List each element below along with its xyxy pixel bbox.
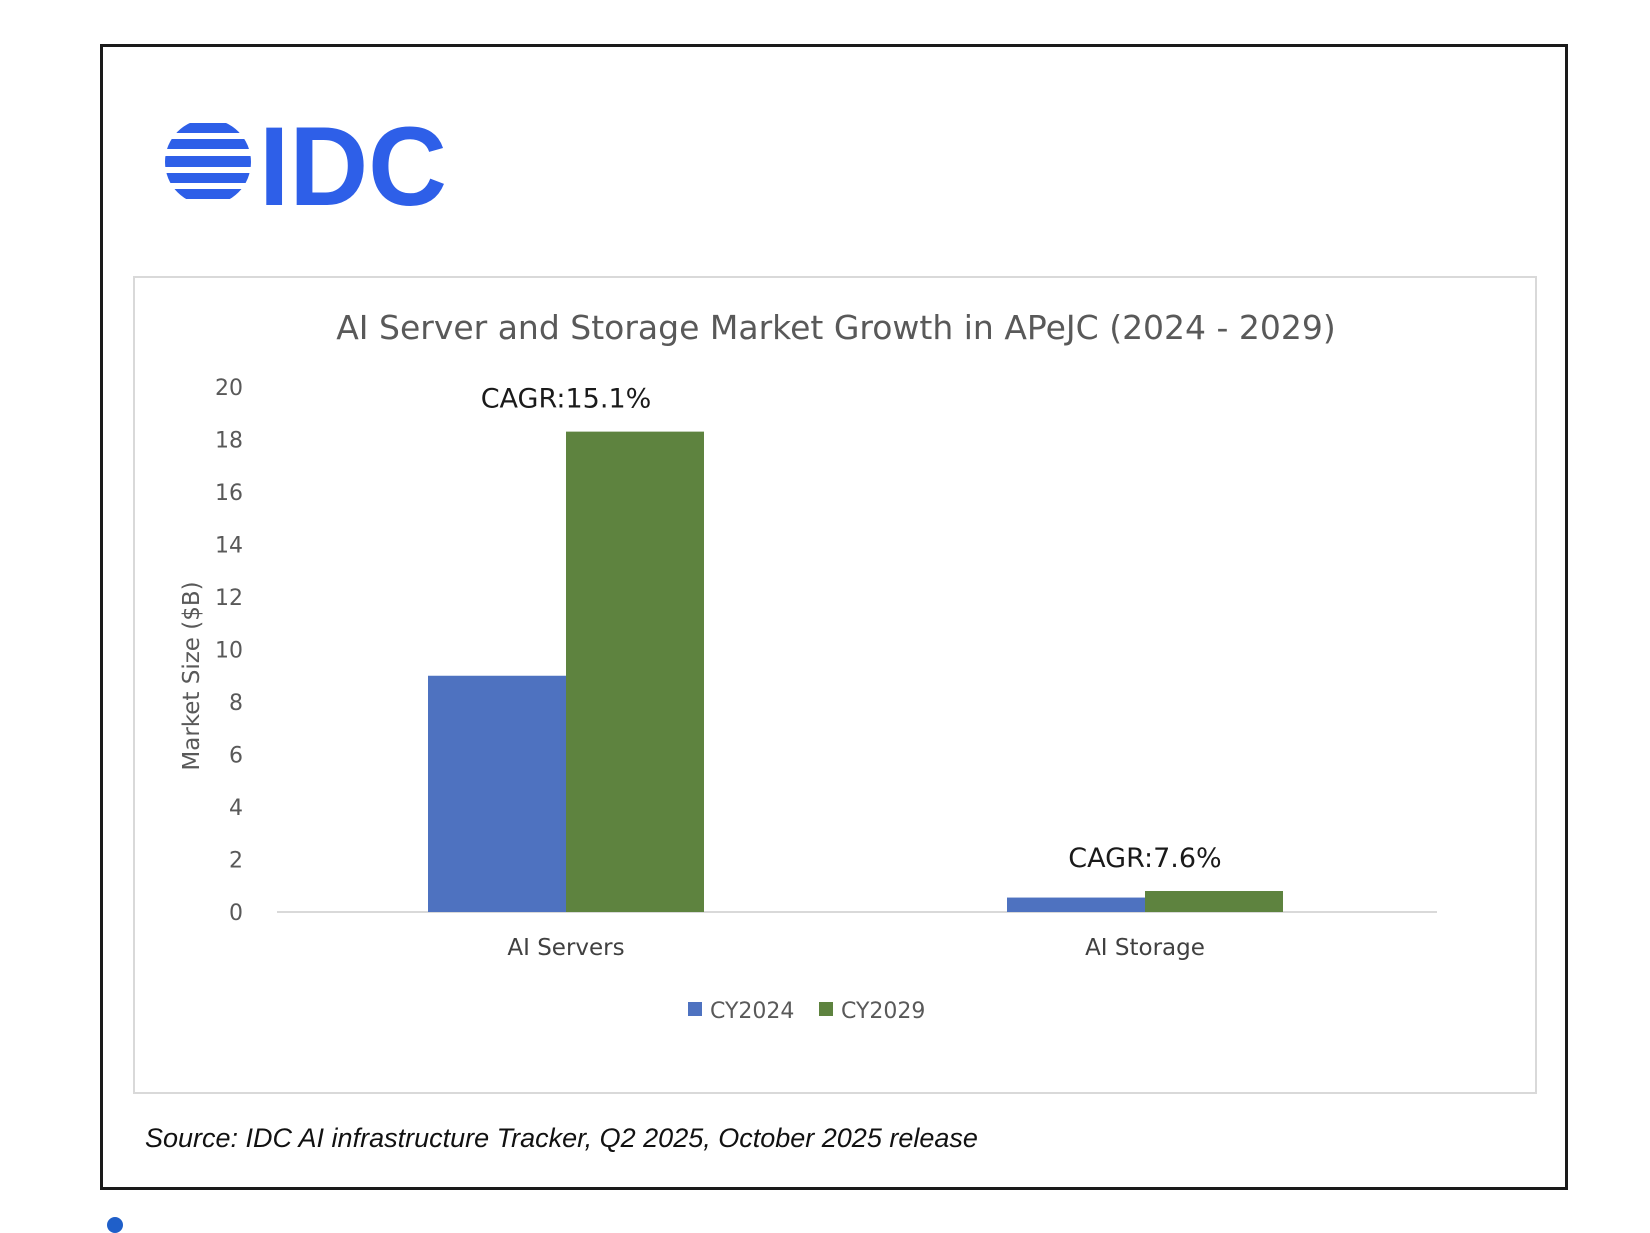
chart-title: AI Server and Storage Market Growth in A… <box>336 308 1336 347</box>
y-tick-label: 6 <box>229 744 243 769</box>
figure-frame: IDC AI Server and Storage Market Growth … <box>100 44 1568 1190</box>
y-tick-label: 10 <box>215 639 243 664</box>
idc-logo: IDC <box>163 104 473 229</box>
dot-icon <box>107 1217 123 1233</box>
chart-container: AI Server and Storage Market Growth in A… <box>133 276 1537 1094</box>
bar-ai-servers-cy2029 <box>566 431 704 912</box>
y-tick-label: 14 <box>215 534 243 559</box>
idc-logo-graphic: IDC <box>165 104 447 229</box>
source-note: Source: IDC AI infrastructure Tracker, Q… <box>145 1123 978 1153</box>
y-axis-ticks: 0 2 4 6 8 10 12 14 16 18 20 <box>215 376 243 926</box>
cagr-annotation: CAGR:15.1% <box>481 384 652 415</box>
x-category-label: AI Servers <box>507 935 624 961</box>
x-axis-categories: AI Servers AI Storage <box>507 935 1205 961</box>
y-tick-label: 0 <box>229 901 243 926</box>
legend: CY2024 CY2029 <box>688 999 925 1024</box>
x-category-label: AI Storage <box>1085 935 1205 961</box>
y-tick-label: 2 <box>229 849 243 874</box>
logo-wordmark: IDC <box>259 115 447 215</box>
legend-label-cy2024: CY2024 <box>710 999 794 1024</box>
legend-label-cy2029: CY2029 <box>841 999 925 1024</box>
bar-ai-storage-cy2024 <box>1007 897 1145 912</box>
y-tick-label: 4 <box>229 796 243 821</box>
bar-ai-servers-cy2024 <box>428 675 566 912</box>
legend-swatch-cy2024 <box>688 1002 702 1016</box>
globe-icon <box>165 123 251 199</box>
y-tick-label: 16 <box>215 481 243 506</box>
y-tick-label: 12 <box>215 586 243 611</box>
bar-ai-storage-cy2029 <box>1145 891 1283 912</box>
bars-group <box>428 431 1283 912</box>
y-tick-label: 18 <box>215 429 243 454</box>
cagr-annotation: CAGR:7.6% <box>1068 843 1221 874</box>
legend-swatch-cy2029 <box>819 1002 833 1016</box>
y-tick-label: 20 <box>215 376 243 401</box>
y-axis-label: Market Size ($B) <box>179 581 205 770</box>
y-tick-label: 8 <box>229 691 243 716</box>
bar-chart: AI Server and Storage Market Growth in A… <box>179 308 1437 1024</box>
cagr-annotations: CAGR:15.1% CAGR:7.6% <box>481 384 1222 874</box>
